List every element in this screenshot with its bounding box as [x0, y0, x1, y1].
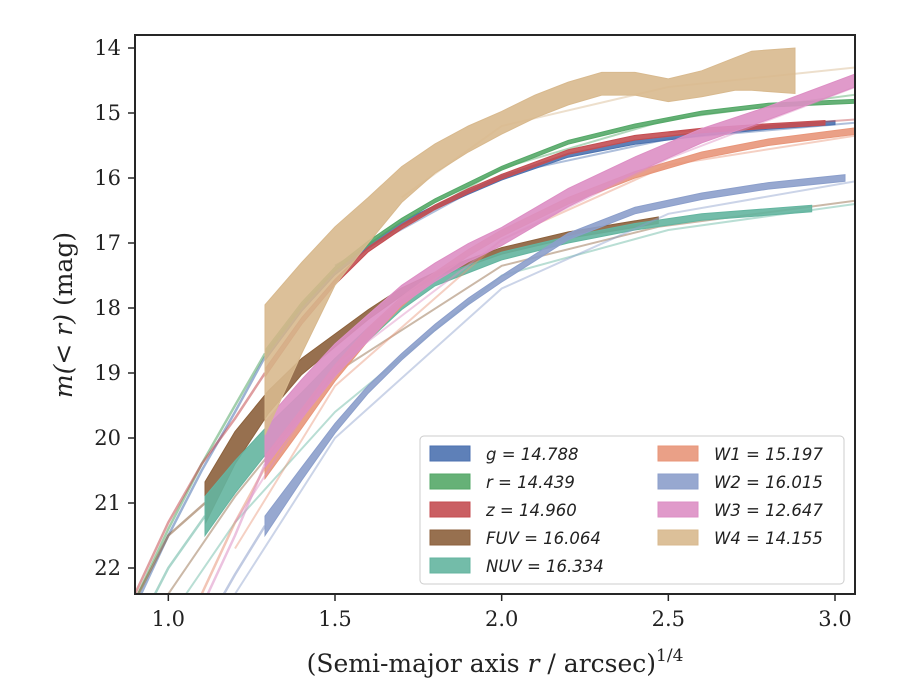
x-tick-label: 3.0 — [818, 607, 851, 631]
x-axis-title: (Semi-major axis r / arcsec)1/4 — [307, 646, 684, 678]
legend-label-w2: W2 = 16.015 — [714, 473, 823, 492]
y-tick-label: 22 — [94, 556, 121, 580]
w2-extrapolation-line — [222, 525, 267, 594]
r-band — [264, 98, 855, 359]
nuv-extrapolation-line — [153, 515, 207, 594]
x-tick-label: 2.5 — [652, 607, 685, 631]
w2-band — [264, 174, 846, 538]
legend-label-r: r = 14.439 — [486, 473, 575, 492]
ticks-layer: 1.0 1.5 2.0 2.5 3.0 14 15 16 17 18 19 20 21 22 — [94, 36, 851, 631]
legend-swatch-w3 — [657, 501, 699, 518]
w3-extrapolation-line — [206, 463, 267, 594]
legend-swatch-w1 — [657, 445, 699, 462]
z-extrapolation-line — [135, 372, 267, 594]
y-tick-label: 20 — [94, 426, 121, 450]
x-tick-label: 1.5 — [318, 607, 351, 631]
w1-band — [264, 127, 855, 481]
legend-swatch-w4 — [657, 529, 699, 546]
y-tick-label: 14 — [94, 36, 121, 60]
y-tick-label: 21 — [94, 491, 121, 515]
z-band — [264, 119, 826, 379]
plot-frame — [134, 34, 856, 595]
y-tick-label: 18 — [94, 296, 121, 320]
legend-label-w1: W1 = 15.197 — [714, 445, 823, 464]
legend-label-nuv: NUV = 16.334 — [486, 557, 604, 576]
legend-label-fuv: FUV = 16.064 — [486, 529, 601, 548]
y-tick-label: 17 — [94, 231, 121, 255]
fuv-extrapolation-line — [136, 502, 206, 594]
w4-band — [264, 47, 796, 436]
legend-swatch-r — [429, 473, 471, 490]
legend-label-g: g = 14.788 — [486, 445, 579, 464]
y-tick-label: 16 — [94, 166, 121, 190]
y-axis-title: m(< r) (mag) — [49, 232, 78, 398]
y-tick-label: 15 — [94, 101, 121, 125]
x-tick-label: 2.0 — [485, 607, 518, 631]
legend-label-z: z = 14.960 — [485, 501, 577, 520]
y-tick-label: 19 — [94, 361, 121, 385]
g-extrapolation-line — [139, 356, 267, 594]
legend-swatch-z — [429, 501, 471, 518]
legend-box — [419, 435, 845, 585]
fuv-model-curve — [167, 199, 855, 594]
x-tick-label: 1.0 — [152, 607, 185, 631]
legend-swatch-g — [429, 445, 471, 462]
w3-band — [264, 73, 855, 469]
legend-swatch-fuv — [429, 529, 471, 546]
legend-label-w4: W4 = 14.155 — [714, 529, 823, 548]
legend-label-w3: W3 = 12.647 — [714, 501, 823, 520]
legend: g = 14.788 r = 14.439 z = 14.960 FUV = 16.0… — [419, 435, 845, 585]
w2-model-curve — [234, 180, 855, 594]
legend-swatch-w2 — [657, 473, 699, 490]
legend-swatch-nuv — [429, 557, 471, 574]
g-model-curve — [334, 121, 855, 267]
series-layer — [135, 47, 855, 594]
